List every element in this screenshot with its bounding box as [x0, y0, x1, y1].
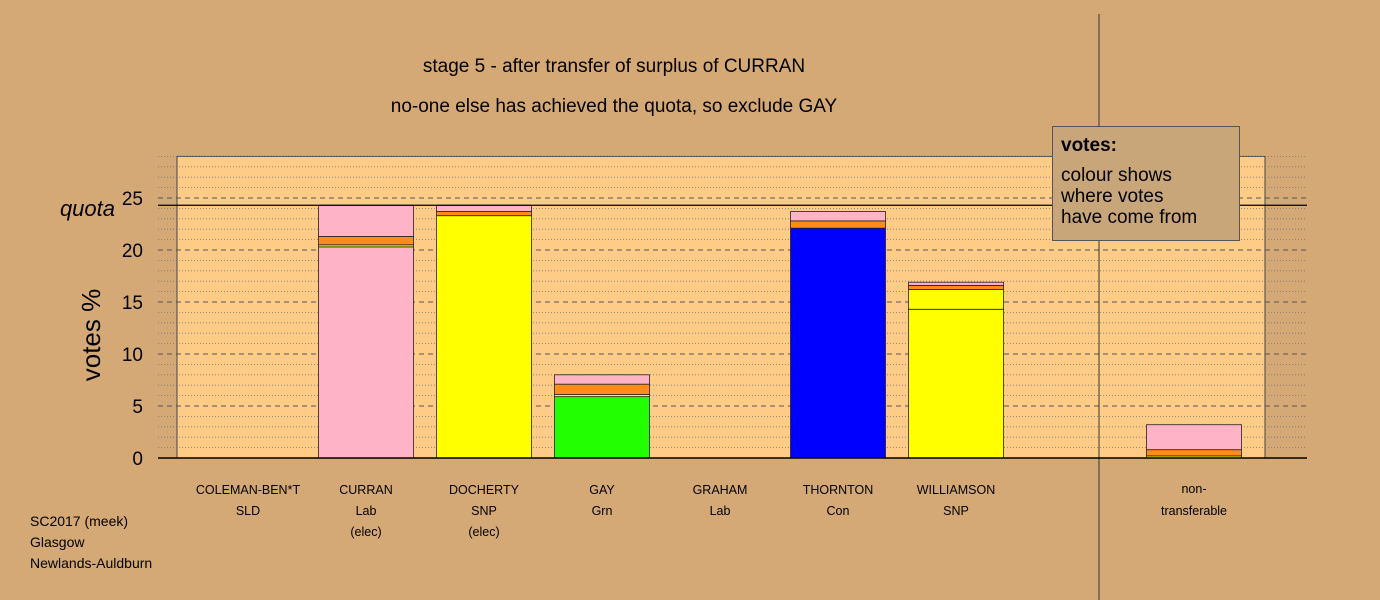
bar-gay-segment	[554, 383, 650, 395]
bar-nontransferable-segment	[1146, 449, 1242, 457]
legend-title: votes:	[1061, 135, 1117, 156]
bar-williamson-segment	[908, 281, 1004, 286]
bar-curran-segment	[318, 204, 414, 237]
nontransferable-label: non-	[1181, 482, 1206, 496]
candidate-name-label: CURRAN	[339, 483, 392, 497]
y-tick-label: 15	[122, 293, 143, 314]
y-tick-label: 0	[132, 449, 143, 470]
y-tick-label: 10	[122, 345, 143, 366]
candidate-name-label: DOCHERTY	[449, 483, 520, 497]
candidate-party-label: SLD	[236, 504, 260, 518]
candidate-party-label: SNP	[471, 504, 497, 518]
election-name: SC2017 (meek)	[30, 513, 129, 529]
candidate-party-label: Con	[827, 504, 850, 518]
bar-nontransferable-segment	[1146, 424, 1242, 451]
candidate-party-label: SNP	[943, 504, 969, 518]
bar-williamson-segment	[908, 284, 1004, 290]
candidate-party-label: Lab	[710, 504, 731, 518]
candidate-name-label: GAY	[589, 483, 615, 497]
ward-name: Newlands-Auldburn	[30, 555, 153, 571]
chart-subtitle: no-one else has achieved the quota, so e…	[391, 96, 838, 117]
bar-williamson-segment	[908, 308, 1004, 459]
candidate-name-label: THORNTON	[803, 483, 874, 497]
bar-curran-segment	[318, 246, 414, 459]
candidate-name-label: COLEMAN-BEN*T	[196, 483, 301, 497]
election-info: SC2017 (meek) Glasgow Newlands-Auldburn	[30, 511, 152, 574]
y-tick-label: 20	[122, 241, 143, 262]
bar-docherty-segment	[436, 211, 532, 217]
bar-thornton-segment	[790, 220, 886, 229]
y-tick-label: 25	[122, 189, 143, 210]
bar-gay-segment	[554, 396, 650, 459]
legend-box: votes: colour shows where votes have com…	[1052, 126, 1240, 241]
quota-label: quota	[60, 196, 115, 221]
council-name: Glasgow	[30, 534, 85, 550]
legend-line-2: where votes	[1061, 186, 1164, 207]
candidate-status-label: (elec)	[350, 525, 381, 539]
candidate-status-label: (elec)	[468, 525, 499, 539]
candidate-party-label: Lab	[356, 504, 377, 518]
candidate-party-label: Grn	[592, 504, 613, 518]
bar-curran-segment	[318, 236, 414, 246]
candidate-name-label: WILLIAMSON	[917, 483, 996, 497]
bar-thornton-segment	[790, 211, 886, 222]
legend-line-3: have come from	[1061, 207, 1198, 228]
chart-title: stage 5 - after transfer of surplus of C…	[423, 56, 805, 77]
bar-thornton-segment	[790, 227, 886, 459]
legend-line-1: colour shows	[1061, 165, 1172, 186]
bar-docherty-segment	[436, 215, 532, 459]
y-axis-label: votes %	[76, 289, 106, 382]
bar-gay-segment	[554, 374, 650, 385]
bar-williamson-segment	[908, 289, 1004, 310]
candidate-name-label: GRAHAM	[693, 483, 748, 497]
y-tick-label: 5	[132, 397, 143, 418]
bar-docherty-segment	[436, 204, 532, 212]
nontransferable-label: transferable	[1161, 504, 1227, 518]
